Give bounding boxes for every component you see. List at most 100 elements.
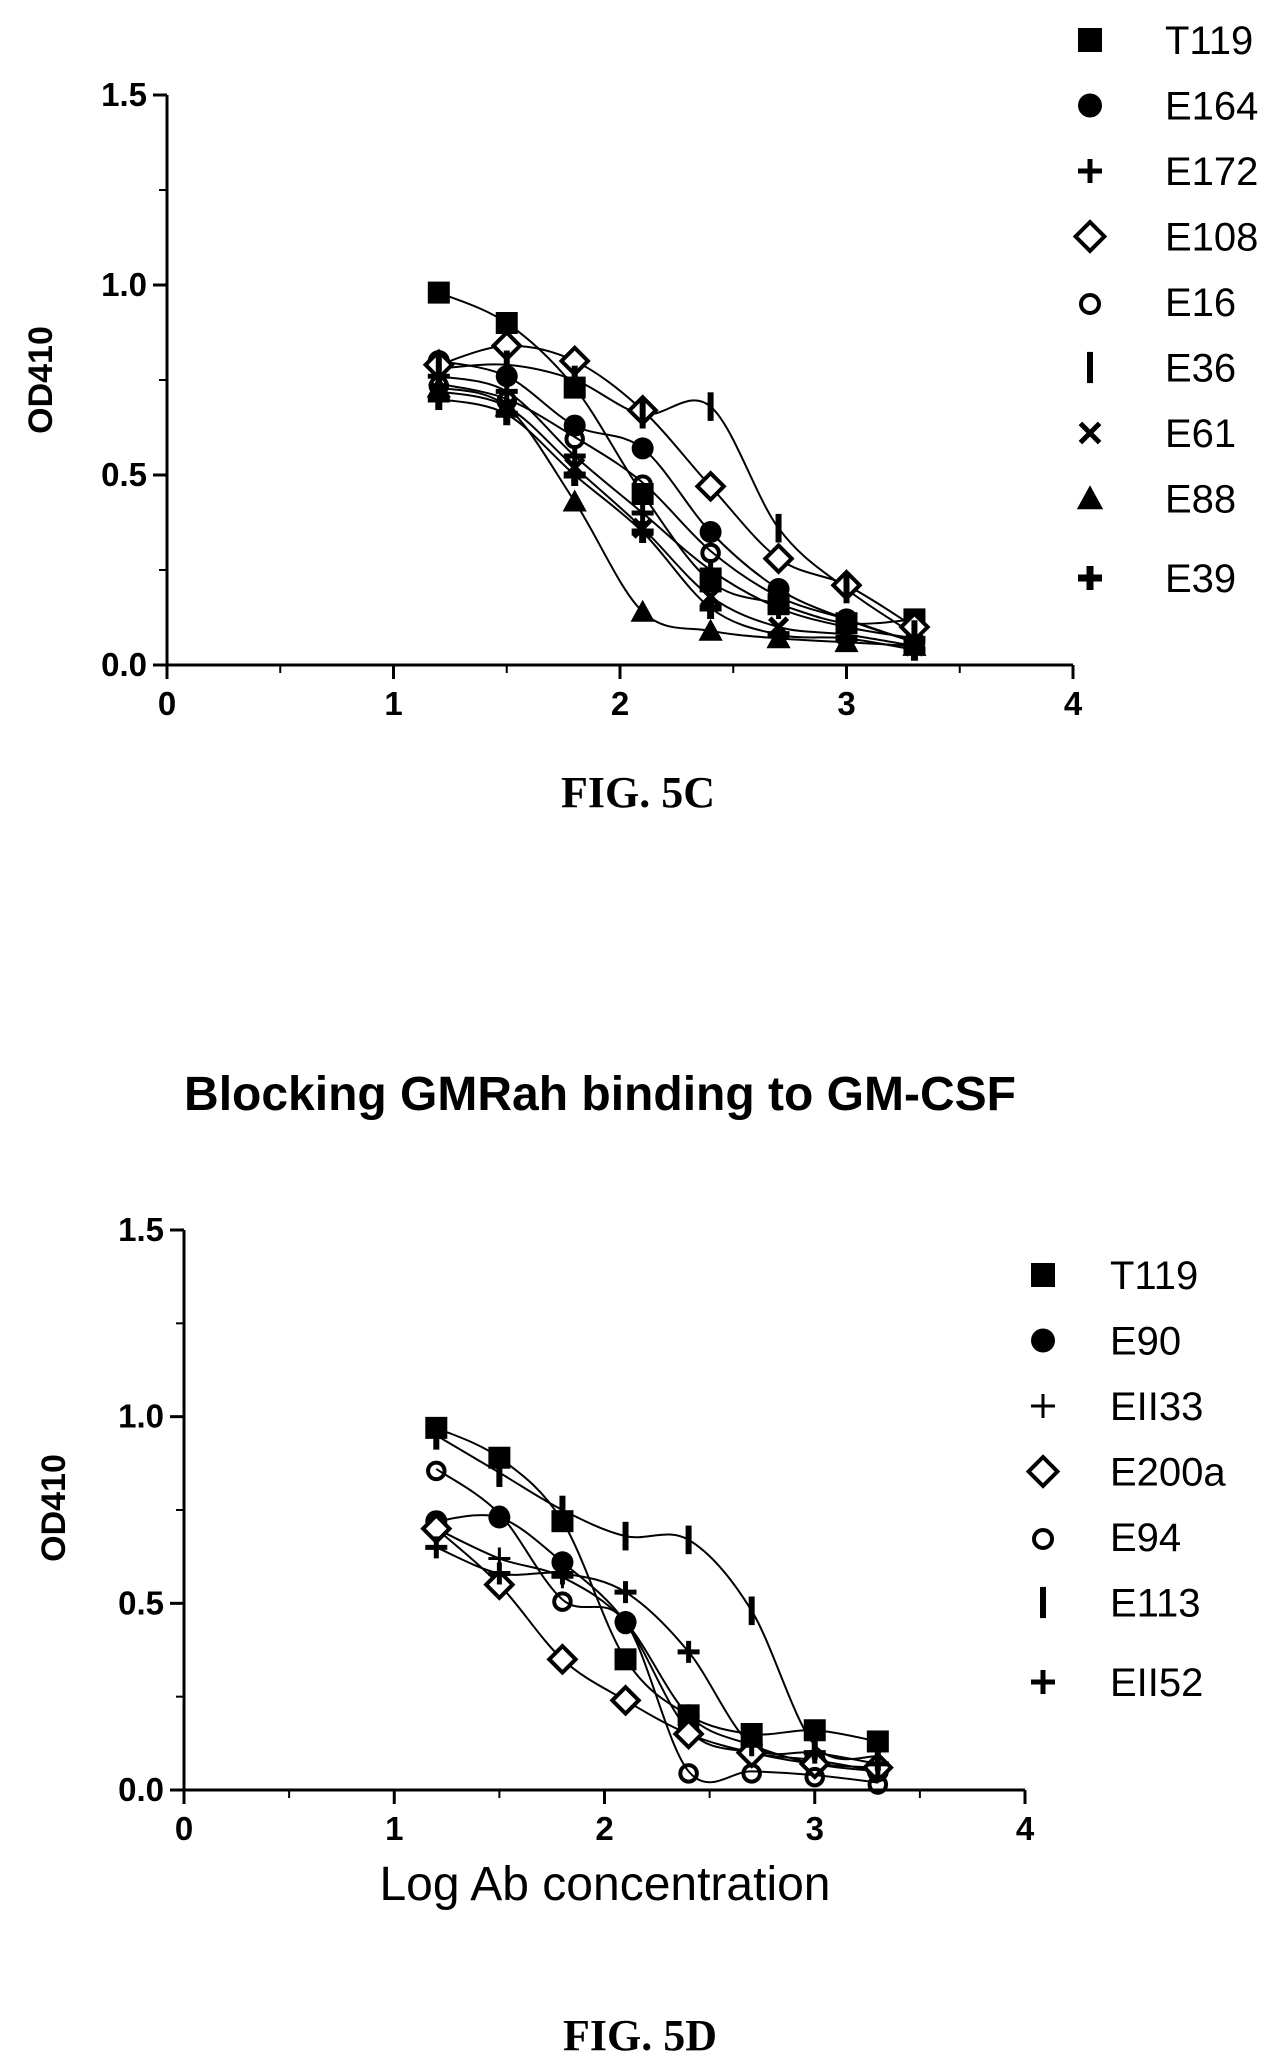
chart-fig-5d: Blocking GMRah binding to GM-CSF OD410 0… [35,1068,1226,2060]
x-tick-label: 0 [175,1810,193,1847]
data-point-e16 [564,428,585,450]
chart-title: Blocking GMRah binding to GM-CSF [184,1068,1016,1121]
data-point-e200a [546,1643,579,1676]
y-tick-label: 0.0 [118,1771,164,1808]
data-point-e39 [767,623,790,646]
data-point-e39 [835,627,858,650]
data-point-t119 [803,1719,826,1742]
data-point-e200a [672,1717,705,1751]
chart-fig-5c: OD410 0.0 0.5 1.0 1.5 0 1 2 3 4 T119 E164 E172 E108… [22,19,1258,817]
data-point-e36 [775,513,782,543]
x-tick-label: 3 [806,1810,824,1847]
fit-curve-e61 [438,390,915,647]
legend-marker-e16 [1079,293,1101,315]
fit-curve-e94 [435,1468,878,1784]
data-point-e88 [426,375,451,398]
data-point-e39 [563,464,586,486]
data-point-e113 [748,1596,755,1626]
data-point-e200a [609,1684,642,1717]
data-point-e113 [496,1458,503,1487]
data-point-e200a [483,1568,516,1601]
x-tick-label: 1 [385,1810,403,1847]
legend-marker-t119 [1078,28,1102,52]
data-point-t119 [488,1446,511,1469]
data-point-e108 [762,542,795,575]
data-point-e36 [707,392,714,421]
data-point-e16 [700,542,721,564]
legend-label-e200a: E200a [1110,1451,1226,1495]
y-axis-label: OD410 [35,1454,73,1562]
legend-marker-e200a [1025,1454,1061,1489]
data-point-t119 [740,1723,763,1745]
legend-label-e88: E88 [1165,478,1236,522]
legend-label-e94: E94 [1110,1516,1181,1560]
data-point-e39 [631,521,654,543]
legend-label-e39: E39 [1165,557,1236,601]
legend-label-e36: E36 [1165,347,1236,391]
legend-label-eii33: EII33 [1110,1385,1203,1429]
data-point-e36 [639,399,646,429]
data-point-e39 [495,403,518,426]
data-point-e94 [678,1763,699,1784]
legend-marker-e90 [1031,1328,1055,1353]
data-point-eii52 [614,1581,637,1604]
legend-marker-e39 [1078,566,1102,590]
data-point-e164 [631,437,654,460]
x-tick-label: 0 [158,685,176,722]
legend-label-t119: T119 [1165,19,1253,63]
x-axis-label: Log Ab concentration [379,1858,830,1911]
data-point-eii52 [740,1734,763,1757]
legend: T119 E90 EII33 E200a E94 E113 EII52 [1025,1254,1226,1705]
x-tick-label: 4 [1016,1810,1035,1847]
data-point-e94 [741,1763,762,1784]
axes: 0.0 0.5 1.0 1.5 0 1 2 3 4 [118,1211,1035,1847]
data-point-e16 [632,474,653,495]
legend-label-e90: E90 [1110,1320,1181,1364]
data-points [420,1416,894,1795]
data-point-eii52 [677,1640,700,1663]
x-tick-label: 4 [1064,685,1083,722]
data-points [422,281,931,661]
data-point-e113 [685,1525,692,1555]
data-point-e61 [700,586,722,608]
y-tick-label: 0.5 [101,456,147,493]
data-point-e88 [562,489,587,512]
legend-label-eii52: EII52 [1110,1661,1203,1705]
legend-label-e164: E164 [1165,85,1258,129]
x-tick-label: 3 [837,685,855,722]
data-point-e113 [559,1495,566,1525]
data-point-e36 [571,365,578,395]
legend-marker-e172 [1078,159,1102,183]
data-point-e200a [798,1747,831,1780]
legend-marker-eii33 [1031,1394,1055,1418]
y-tick-label: 1.0 [118,1398,164,1435]
data-point-e36 [435,354,442,383]
legend-marker-e108 [1072,219,1108,254]
data-point-eii52 [488,1562,511,1585]
x-tick-label: 1 [384,685,402,722]
y-tick-label: 0.5 [118,1584,164,1621]
legend-marker-e113 [1040,1586,1046,1619]
data-point-e39 [903,638,926,661]
y-tick-label: 1.5 [101,76,147,113]
data-point-t119 [699,570,722,593]
data-point-e94 [615,1613,636,1635]
legend-marker-e94 [1032,1528,1054,1550]
data-point-e108 [694,470,727,503]
y-tick-label: 1.5 [118,1211,164,1248]
data-point-e90 [551,1551,574,1574]
y-tick-label: 1.0 [101,266,147,303]
fit-curve-eii33 [435,1527,878,1773]
data-point-e39 [699,597,722,619]
legend: T119 E164 E172 E108 E16 E36 E61 E88 E39 [1072,19,1258,601]
legend-marker-t119 [1031,1263,1055,1287]
data-point-t119 [427,281,450,304]
fit-curve-e39 [438,398,915,651]
data-point-e94 [426,1460,447,1482]
data-point-e172 [631,502,654,524]
data-point-e164 [699,521,722,543]
axes: 0.0 0.5 1.0 1.5 0 1 2 3 4 [101,76,1083,722]
data-point-e88 [698,618,723,641]
legend-label-e16: E16 [1165,281,1236,325]
